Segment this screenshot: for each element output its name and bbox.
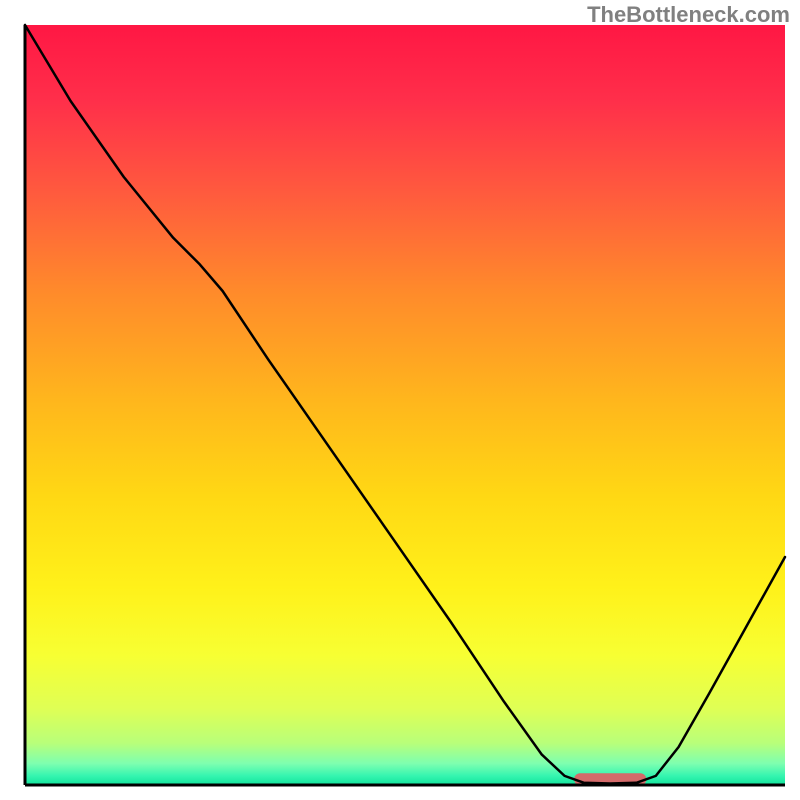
watermark-text: TheBottleneck.com	[587, 2, 790, 28]
plot-area	[25, 25, 785, 785]
chart-svg	[0, 0, 800, 800]
bottleneck-chart: TheBottleneck.com	[0, 0, 800, 800]
plot-background	[25, 25, 785, 785]
